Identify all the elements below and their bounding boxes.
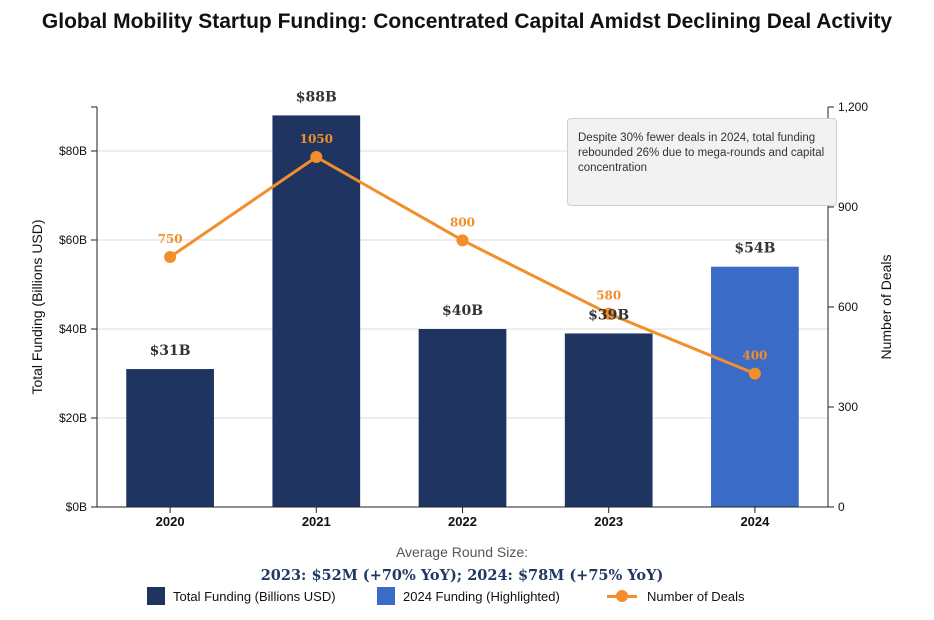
bar-2024 — [711, 266, 799, 507]
x-tick-label-2023: 2023 — [594, 514, 623, 529]
x-tick-label-2021: 2021 — [302, 514, 331, 529]
bar-2022 — [418, 329, 507, 507]
y-tick-label: $60B — [59, 233, 87, 247]
axes: $0B $20B $40B $60B $80B 0 300 600 900 1,200 2020 20… — [59, 100, 868, 529]
annotation-box: Despite 30% fewer deals in 2024, total f… — [567, 118, 837, 206]
funding-bars — [126, 115, 799, 508]
bar-2023 — [564, 333, 653, 507]
legend-item-number-of-deals: Number of Deals — [607, 586, 745, 606]
deals-point-2024 — [748, 367, 761, 380]
bar-label-2021: $88B — [296, 89, 337, 105]
y2-tick-label: 1,200 — [838, 100, 868, 114]
deals-label-2024: 400 — [742, 349, 767, 363]
chart-title: Global Mobility Startup Funding: Concent… — [41, 10, 893, 33]
y2-tick-label: 900 — [838, 200, 858, 214]
y-axis-label: Total Funding (Billions USD) — [29, 219, 45, 394]
y2-tick-label: 0 — [838, 500, 845, 514]
y-tick-label: $0B — [66, 500, 87, 514]
deals-line — [164, 151, 761, 380]
y2-tick-label: 300 — [838, 400, 858, 414]
legend-label: Number of Deals — [647, 588, 745, 604]
legend-label: Total Funding (Billions USD) — [173, 588, 336, 604]
legend: Total Funding (Billions USD) 2024 Fundin… — [0, 586, 934, 608]
bar-label-2024: $54B — [734, 241, 775, 257]
deals-point-2022 — [456, 234, 469, 247]
y2-tick-label: 600 — [838, 300, 858, 314]
legend-item-2024-highlight: 2024 Funding (Highlighted) — [377, 586, 560, 606]
deals-point-2021 — [310, 151, 323, 163]
bar-label-2020: $31B — [150, 343, 191, 359]
y-tick-label: $80B — [59, 144, 87, 158]
x-tick-label-2022: 2022 — [448, 514, 477, 529]
data-labels: $31B $88B $40B $39B $54B 750 1050 800 580 400 — [150, 89, 776, 362]
legend-swatch-total-funding — [147, 587, 165, 605]
legend-label: 2024 Funding (Highlighted) — [403, 588, 560, 604]
deals-label-2023: 580 — [596, 289, 621, 303]
bar-label-2023: $39B — [588, 307, 629, 323]
average-round-size-label: Average Round Size: — [395, 544, 529, 560]
bar-label-2022: $40B — [442, 303, 483, 319]
average-round-size-value: 2023: $52M (+70% YoY); 2024: $78M (+75% … — [260, 567, 664, 584]
y2-axis-label: Number of Deals — [878, 254, 894, 359]
combo-chart: $0B $20B $40B $60B $80B 0 300 600 900 1,200 2020 20… — [29, 89, 894, 529]
deals-label-2022: 800 — [450, 215, 475, 229]
deals-label-2020: 750 — [158, 232, 183, 246]
deals-point-2023 — [602, 307, 615, 320]
legend-item-total-funding: Total Funding (Billions USD) — [147, 586, 336, 606]
deals-label-2021: 1050 — [300, 132, 333, 146]
legend-line-marker-icon — [607, 587, 637, 605]
x-tick-label-2024: 2024 — [740, 514, 770, 529]
legend-swatch-2024-highlight — [377, 587, 395, 605]
y-tick-label: $20B — [59, 411, 87, 425]
bar-2020 — [126, 369, 214, 507]
deals-point-2020 — [164, 251, 177, 263]
x-tick-label-2020: 2020 — [156, 514, 185, 529]
bar-2021 — [272, 115, 361, 508]
y-tick-label: $40B — [59, 322, 87, 336]
